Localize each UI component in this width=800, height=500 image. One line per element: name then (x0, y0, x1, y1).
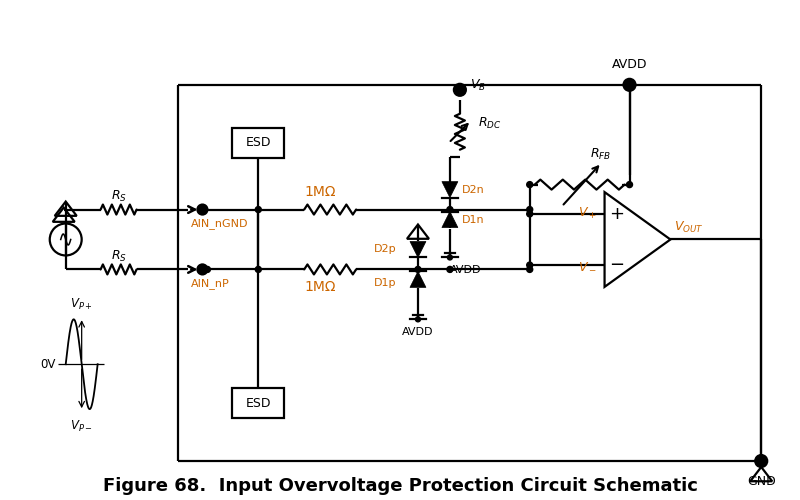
Bar (232, 128, 284, 158)
Circle shape (755, 455, 767, 467)
Polygon shape (410, 272, 426, 287)
Text: $R_{DC}$: $R_{DC}$ (478, 116, 502, 132)
Polygon shape (605, 192, 670, 287)
Circle shape (526, 262, 533, 268)
Text: $R_{FB}$: $R_{FB}$ (590, 147, 610, 162)
Text: AIN_nP: AIN_nP (190, 278, 229, 289)
Text: +: + (609, 205, 624, 223)
Text: AVDD: AVDD (450, 266, 482, 276)
Text: AIN_nGND: AIN_nGND (190, 218, 248, 229)
Circle shape (454, 84, 466, 96)
Polygon shape (442, 182, 458, 198)
Circle shape (526, 266, 533, 272)
Text: Figure 68.  Input Overvoltage Protection Circuit Schematic: Figure 68. Input Overvoltage Protection … (102, 477, 698, 495)
Circle shape (526, 206, 533, 212)
Bar (232, 388, 284, 418)
Text: $V_B$: $V_B$ (470, 78, 486, 94)
Text: D2p: D2p (374, 244, 396, 254)
Circle shape (415, 317, 421, 322)
Text: 1MΩ: 1MΩ (305, 280, 336, 294)
Circle shape (626, 182, 633, 188)
Text: $V_+$: $V_+$ (578, 206, 597, 222)
Text: AVDD: AVDD (612, 58, 647, 71)
Text: ESD: ESD (246, 396, 271, 409)
Text: $V_{P-}$: $V_{P-}$ (70, 418, 93, 434)
Circle shape (447, 255, 452, 260)
Text: D2n: D2n (462, 184, 485, 194)
Circle shape (526, 211, 533, 217)
Circle shape (623, 79, 635, 91)
Text: $V_{OUT}$: $V_{OUT}$ (674, 220, 704, 235)
Circle shape (255, 206, 262, 212)
Polygon shape (410, 242, 426, 258)
Text: AVDD: AVDD (402, 328, 434, 338)
Text: $V_-$: $V_-$ (578, 258, 597, 272)
Text: 1MΩ: 1MΩ (305, 184, 336, 198)
Text: D1n: D1n (462, 214, 485, 224)
Circle shape (255, 266, 262, 272)
Text: $R_S$: $R_S$ (110, 249, 126, 264)
Circle shape (415, 266, 421, 272)
Text: 0V: 0V (40, 358, 55, 370)
Circle shape (198, 204, 207, 214)
Text: GND: GND (747, 475, 776, 488)
Text: $V_{P+}$: $V_{P+}$ (70, 297, 93, 312)
Text: −: − (609, 256, 624, 274)
Circle shape (198, 264, 207, 274)
Circle shape (447, 266, 453, 272)
Circle shape (526, 182, 533, 188)
Text: ESD: ESD (246, 136, 271, 149)
Text: $R_S$: $R_S$ (110, 189, 126, 204)
Circle shape (205, 266, 210, 272)
Circle shape (447, 206, 453, 212)
Text: D1p: D1p (374, 278, 396, 288)
Polygon shape (442, 212, 458, 228)
